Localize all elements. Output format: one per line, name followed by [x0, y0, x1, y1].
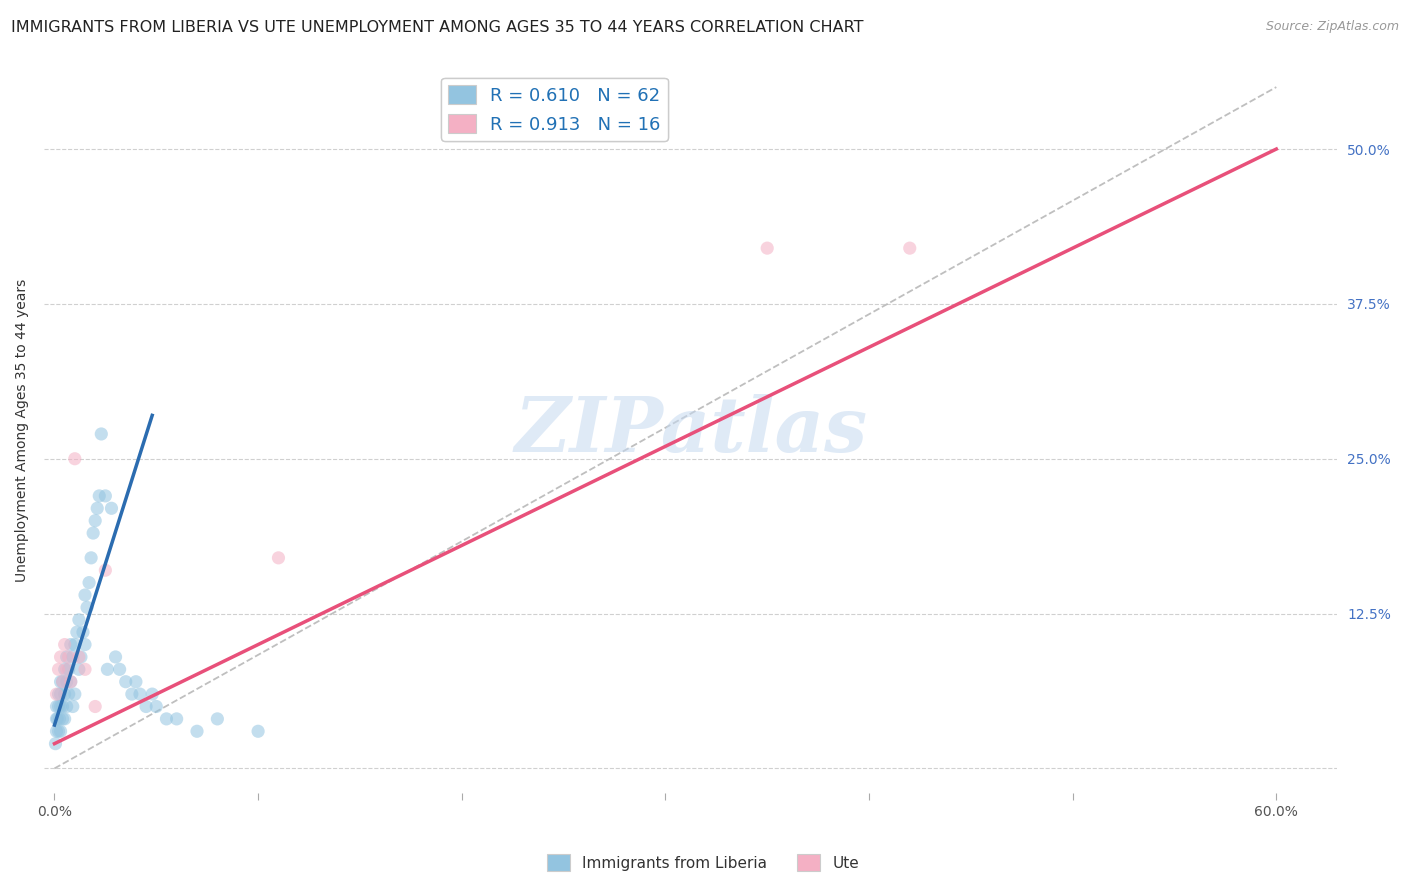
Point	[72, 625, 94, 640]
Legend: Immigrants from Liberia, Ute: Immigrants from Liberia, Ute	[540, 848, 866, 877]
Point	[267, 550, 290, 565]
Text: IMMIGRANTS FROM LIBERIA VS UTE UNEMPLOYMENT AMONG AGES 35 TO 44 YEARS CORRELATIO: IMMIGRANTS FROM LIBERIA VS UTE UNEMPLOYM…	[11, 20, 863, 35]
Point	[59, 674, 82, 689]
Point	[76, 600, 98, 615]
Point	[94, 563, 117, 577]
Point	[63, 451, 86, 466]
Point	[48, 699, 70, 714]
Point	[80, 550, 103, 565]
Point	[77, 575, 100, 590]
Point	[45, 699, 67, 714]
Point	[129, 687, 152, 701]
Point	[145, 699, 167, 714]
Point	[62, 699, 84, 714]
Point	[49, 687, 72, 701]
Point	[49, 674, 72, 689]
Point	[155, 712, 177, 726]
Point	[247, 724, 270, 739]
Point	[96, 662, 118, 676]
Point	[114, 674, 136, 689]
Point	[67, 649, 90, 664]
Point	[53, 638, 76, 652]
Point	[58, 687, 80, 701]
Point	[186, 724, 208, 739]
Point	[898, 241, 921, 255]
Point	[49, 699, 72, 714]
Point	[48, 724, 70, 739]
Point	[46, 712, 69, 726]
Point	[121, 687, 143, 701]
Point	[756, 241, 779, 255]
Point	[90, 427, 112, 442]
Point	[52, 712, 75, 726]
Point	[44, 737, 66, 751]
Point	[53, 687, 76, 701]
Point	[55, 674, 77, 689]
Point	[94, 489, 117, 503]
Point	[52, 674, 75, 689]
Point	[63, 638, 86, 652]
Point	[82, 526, 104, 541]
Legend: R = 0.610   N = 62, R = 0.913   N = 16: R = 0.610 N = 62, R = 0.913 N = 16	[441, 78, 668, 141]
Point	[58, 649, 80, 664]
Point	[86, 501, 108, 516]
Point	[104, 649, 127, 664]
Point	[62, 649, 84, 664]
Point	[53, 712, 76, 726]
Point	[207, 712, 229, 726]
Y-axis label: Unemployment Among Ages 35 to 44 years: Unemployment Among Ages 35 to 44 years	[15, 279, 30, 582]
Point	[45, 712, 67, 726]
Point	[73, 638, 96, 652]
Point	[67, 662, 90, 676]
Text: ZIPatlas: ZIPatlas	[515, 394, 868, 468]
Point	[84, 699, 107, 714]
Point	[67, 613, 90, 627]
Point	[108, 662, 131, 676]
Point	[48, 712, 70, 726]
Text: Source: ZipAtlas.com: Source: ZipAtlas.com	[1265, 20, 1399, 33]
Point	[125, 674, 148, 689]
Point	[53, 662, 76, 676]
Point	[135, 699, 157, 714]
Point	[45, 724, 67, 739]
Point	[70, 649, 93, 664]
Point	[45, 687, 67, 701]
Point	[55, 649, 77, 664]
Point	[58, 662, 80, 676]
Point	[52, 674, 75, 689]
Point	[84, 514, 107, 528]
Point	[52, 699, 75, 714]
Point	[48, 662, 70, 676]
Point	[49, 724, 72, 739]
Point	[49, 649, 72, 664]
Point	[59, 674, 82, 689]
Point	[59, 638, 82, 652]
Point	[73, 588, 96, 602]
Point	[89, 489, 111, 503]
Point	[55, 662, 77, 676]
Point	[63, 687, 86, 701]
Point	[66, 625, 89, 640]
Point	[73, 662, 96, 676]
Point	[55, 699, 77, 714]
Point	[166, 712, 188, 726]
Point	[48, 687, 70, 701]
Point	[100, 501, 122, 516]
Point	[141, 687, 163, 701]
